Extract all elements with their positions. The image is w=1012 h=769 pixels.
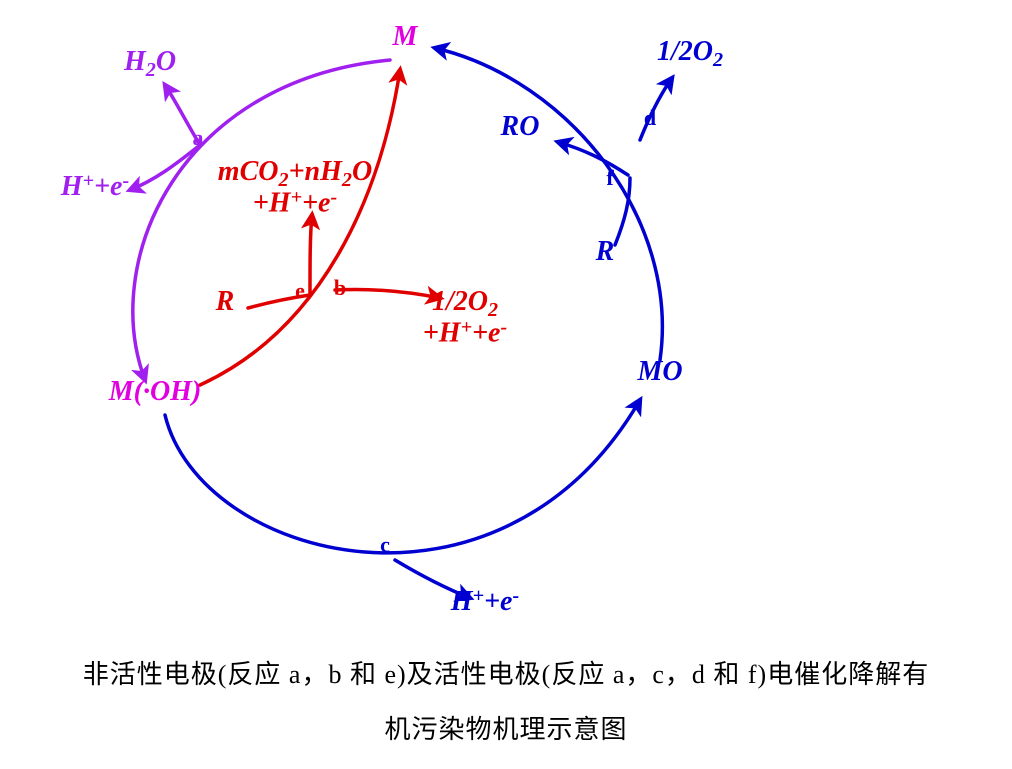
node-Rred: R (215, 286, 235, 317)
svg-text:1/2O2: 1/2O2 (657, 36, 723, 71)
node-halfO2b: 1/2O2 (657, 36, 723, 71)
svg-text:H2O: H2O (123, 46, 176, 81)
svg-text:R: R (215, 286, 235, 317)
node-RO: RO (500, 111, 540, 142)
svg-text:+H++e-: +H++e- (253, 187, 337, 219)
node-mCO2: mCO2+nH2O+H++e- (218, 156, 372, 218)
mechanism-diagram: MH2OH++e-M(·OH)mCO2+nH2O+H++e-R1/2O2+H++… (0, 0, 1012, 640)
svg-text:H++e-: H++e- (450, 585, 519, 617)
step-label-f: f (606, 165, 614, 190)
node-M: M (392, 21, 419, 52)
svg-text:mCO2+nH2O: mCO2+nH2O (218, 156, 372, 191)
svg-text:+H++e-: +H++e- (423, 317, 507, 349)
svg-text:1/2O2: 1/2O2 (432, 286, 498, 321)
step-label-a: a (193, 125, 204, 150)
svg-text:MO: MO (636, 356, 682, 387)
step-label-d: d (644, 105, 656, 130)
node-H2O: H2O (123, 46, 176, 81)
node-Rblue: R (595, 236, 615, 267)
step-label-e: e (295, 278, 305, 303)
node-Hpe1: H++e- (60, 170, 129, 202)
node-MO: MO (636, 356, 682, 387)
node-MOH: M(·OH) (108, 376, 202, 407)
svg-text:M(·OH): M(·OH) (108, 376, 202, 407)
step-label-b: b (334, 275, 346, 300)
arc-e_MOH_to_M (200, 70, 400, 385)
arc-e_branch_mCO2 (310, 215, 312, 295)
caption-line-1: 非活性电极(反应 a，b 和 e)及活性电极(反应 a，c，d 和 f)电催化降… (83, 660, 929, 689)
arc-c_MOH_to_MO (165, 400, 640, 553)
svg-text:R: R (595, 236, 615, 267)
caption-line-2: 机污染物机理示意图 (384, 715, 627, 744)
figure-caption: 非活性电极(反应 a，b 和 e)及活性电极(反应 a，c，d 和 f)电催化降… (0, 640, 1012, 757)
arc-a_M_to_MOH (133, 60, 390, 380)
step-label-c: c (380, 532, 390, 557)
svg-text:H++e-: H++e- (60, 170, 129, 202)
arc-b_branch_O2 (335, 289, 440, 298)
node-halfO2r: 1/2O2+H++e- (423, 286, 507, 348)
svg-text:RO: RO (500, 111, 540, 142)
node-Hpe2: H++e- (450, 585, 519, 617)
arc-a_branch_Hpe (130, 145, 200, 190)
svg-text:M: M (392, 21, 419, 52)
